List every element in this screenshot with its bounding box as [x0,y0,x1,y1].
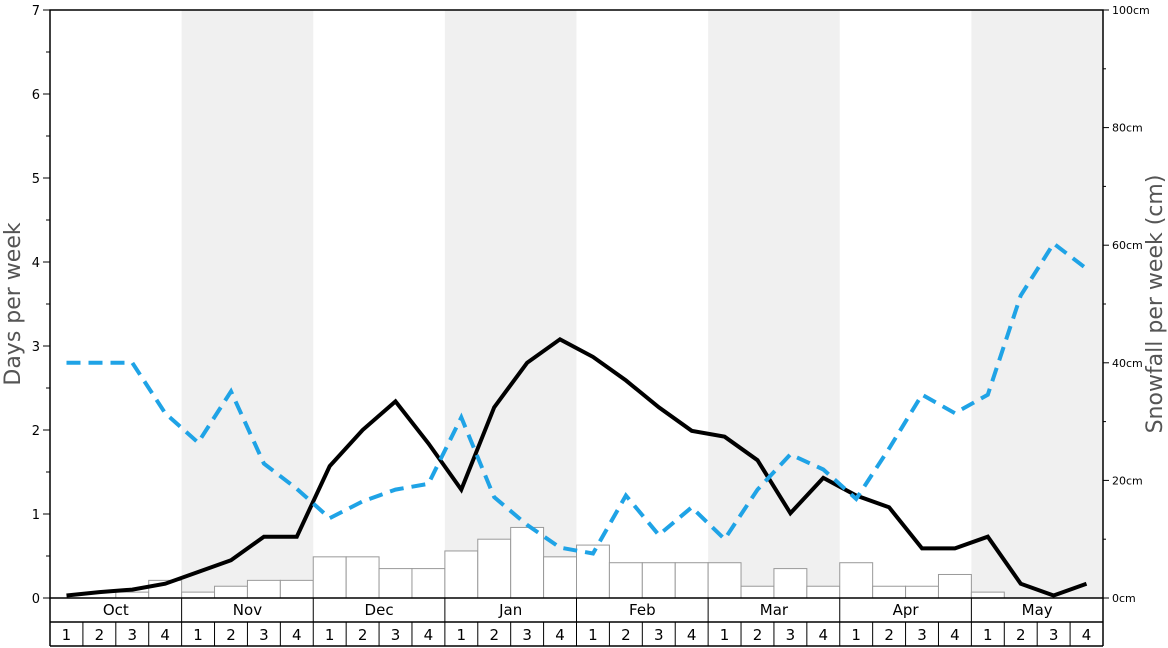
snowfall-bar [345,556,380,599]
snowfall-bar [707,562,742,599]
series-lines [66,240,1088,598]
snowfall-bar [970,591,1005,599]
snowfall-bar [608,562,643,599]
week-label: 2 [1016,626,1026,644]
week-label: 2 [753,626,763,644]
snowfall-bar [214,585,248,599]
snowfall-bar [806,585,841,599]
month-label-may: May [1022,601,1053,619]
snowfall-bar [872,585,907,599]
week-label: 1 [325,626,335,644]
right-axis-title: Snowfall per week (cm) [1143,175,1168,434]
week-label: 3 [259,626,269,644]
snowfall-bar [312,556,347,599]
week-label: 2 [358,626,368,644]
week-label: 4 [819,626,829,644]
week-label: 2 [489,626,499,644]
snowfall-bar [773,568,808,599]
week-label: 2 [95,626,105,644]
shaded-month-jan [444,10,577,598]
week-label: 2 [621,626,631,644]
week-row: 1 2 3 4 1 2 3 4 1 2 3 4 1 2 3 4 1 2 3 4 1 2 3 4 1 2 3 4 1 2 3 4 [50,622,1103,647]
snowfall-bar [378,568,413,599]
snowfall-bar [740,585,775,599]
week-label: 3 [786,626,796,644]
left-axis-title: Days per week [1,222,26,385]
snowfall-bar [839,562,874,599]
week-label: 1 [62,626,72,644]
solid-black-line [66,336,1088,598]
right-tick-label: 20cm [1112,474,1143,487]
month-label-dec: Dec [365,601,394,619]
left-tick-label: 5 [32,172,40,187]
right-tick-label: 100cm [1112,4,1150,17]
left-tick-label: 4 [32,256,40,271]
week-label: 4 [555,626,565,644]
shaded-month-may [971,10,1103,598]
week-label: 4 [160,626,170,644]
week-label: 3 [391,626,401,644]
week-label: 3 [522,626,532,644]
left-tick-label: 0 [32,592,40,607]
week-label: 3 [127,626,137,644]
shaded-month-nov [181,10,314,598]
dashed-blue-line [66,240,1088,556]
left-tick-label: 2 [32,424,40,439]
week-label: 2 [884,626,894,644]
snowfall-bar [641,562,676,599]
month-label-oct: Oct [103,601,129,619]
shaded-month-mar [708,10,840,598]
right-axis: 0cm 20cm 40cm 60cm 80cm 100cm [1103,4,1150,605]
week-label: 4 [424,626,434,644]
left-tick-label: 6 [32,88,40,103]
month-label-apr: Apr [893,601,920,619]
week-label: 4 [1082,626,1092,644]
snowfall-bar [279,579,314,599]
month-label-mar: Mar [760,601,789,619]
month-label-jan: Jan [498,601,522,619]
right-tick-label: 0cm [1112,592,1136,605]
week-label: 3 [917,626,927,644]
snowfall-bar [905,585,939,599]
snowfall-bar [411,568,446,599]
snowfall-bar [937,573,972,599]
week-label: 1 [588,626,598,644]
week-label: 1 [983,626,993,644]
week-label: 3 [654,626,664,644]
snowfall-bar [246,579,281,599]
week-label: 2 [226,626,236,644]
left-tick-label: 1 [32,508,40,523]
snowfall-bar [181,591,216,599]
right-tick-label: 80cm [1112,122,1143,135]
snowfall-bar [115,591,150,599]
snowfall-bar [674,562,709,599]
week-label: 4 [950,626,960,644]
snowfall-bar [543,556,577,599]
right-tick-label: 40cm [1112,357,1143,370]
week-label: 1 [457,626,467,644]
snowfall-bar [510,526,545,599]
month-shading [181,10,1103,598]
right-tick-label: 60cm [1112,239,1143,252]
week-label: 3 [1049,626,1059,644]
week-label: 4 [292,626,302,644]
month-label-nov: Nov [233,601,262,619]
week-label: 4 [687,626,697,644]
left-axis: 0 1 2 3 4 5 6 7 [32,4,50,607]
week-label: 1 [720,626,730,644]
left-tick-label: 3 [32,340,40,355]
month-label-feb: Feb [629,601,656,619]
week-label: 1 [851,626,861,644]
week-label: 1 [193,626,203,644]
snowfall-bar [477,538,512,599]
left-tick-label: 7 [32,4,40,19]
snowfall-bar [444,550,479,599]
